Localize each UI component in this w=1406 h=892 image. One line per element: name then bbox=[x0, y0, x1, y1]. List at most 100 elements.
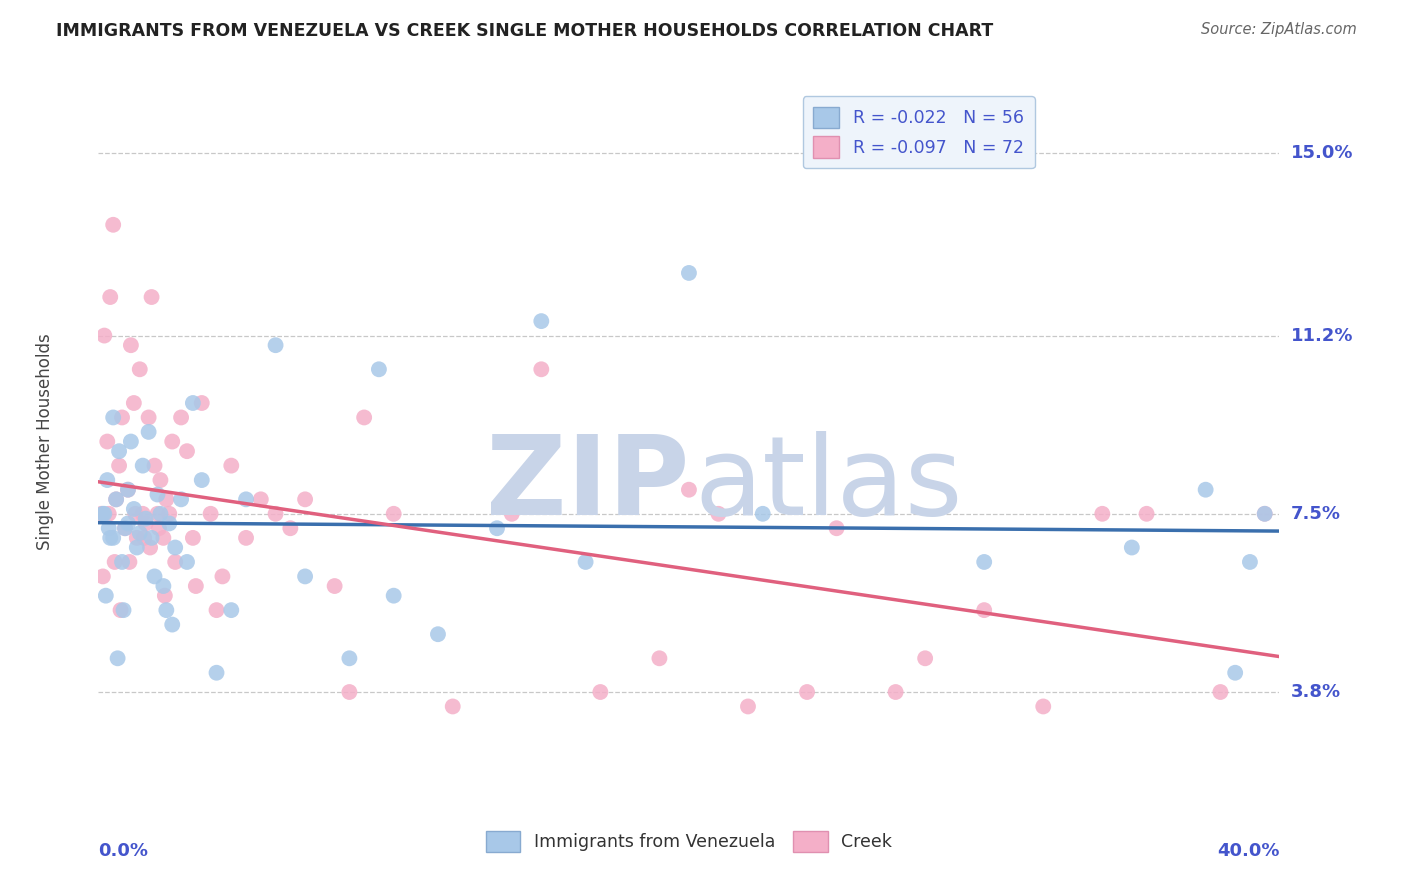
Point bbox=[135, 511, 157, 525]
Point bbox=[294, 569, 316, 583]
Point bbox=[128, 526, 150, 541]
Point bbox=[1239, 555, 1261, 569]
Point bbox=[114, 521, 136, 535]
Point bbox=[170, 410, 193, 425]
Point bbox=[124, 507, 146, 521]
Point bbox=[105, 492, 128, 507]
Point bbox=[973, 603, 995, 617]
Point bbox=[152, 531, 174, 545]
Text: 7.5%: 7.5% bbox=[1291, 505, 1340, 523]
Point bbox=[501, 507, 523, 521]
Point bbox=[141, 290, 163, 304]
Point bbox=[737, 699, 759, 714]
Text: 0.0%: 0.0% bbox=[98, 842, 149, 860]
Point bbox=[157, 507, 180, 521]
Point bbox=[132, 507, 155, 521]
Text: 40.0%: 40.0% bbox=[1218, 842, 1279, 860]
Point bbox=[97, 507, 120, 521]
Point bbox=[1121, 541, 1143, 555]
Point bbox=[162, 617, 183, 632]
Point bbox=[93, 328, 115, 343]
Point bbox=[153, 589, 176, 603]
Point bbox=[427, 627, 450, 641]
Point bbox=[146, 487, 169, 501]
Point bbox=[441, 699, 464, 714]
Point bbox=[211, 569, 233, 583]
Point bbox=[1225, 665, 1247, 680]
Point bbox=[796, 685, 818, 699]
Point bbox=[152, 579, 174, 593]
Text: 11.2%: 11.2% bbox=[1291, 326, 1353, 344]
Text: 15.0%: 15.0% bbox=[1291, 144, 1353, 161]
Point bbox=[90, 507, 112, 521]
Point bbox=[1032, 699, 1054, 714]
Point bbox=[235, 492, 257, 507]
Point bbox=[170, 492, 193, 507]
Point bbox=[128, 362, 150, 376]
Point bbox=[122, 502, 145, 516]
Point bbox=[112, 603, 135, 617]
Point bbox=[111, 410, 134, 425]
Point bbox=[141, 531, 163, 545]
Point bbox=[103, 218, 125, 232]
Point bbox=[264, 507, 287, 521]
Point bbox=[111, 555, 134, 569]
Point bbox=[155, 603, 177, 617]
Point bbox=[157, 516, 180, 531]
Point bbox=[91, 507, 114, 521]
Point bbox=[165, 555, 187, 569]
Legend: Immigrants from Venezuela, Creek: Immigrants from Venezuela, Creek bbox=[478, 824, 900, 859]
Point bbox=[117, 483, 139, 497]
Point bbox=[1254, 507, 1277, 521]
Point bbox=[155, 492, 177, 507]
Point bbox=[107, 651, 129, 665]
Point bbox=[575, 555, 598, 569]
Point bbox=[149, 473, 172, 487]
Point bbox=[200, 507, 222, 521]
Point bbox=[138, 410, 160, 425]
Point bbox=[122, 396, 145, 410]
Point bbox=[120, 338, 142, 352]
Point bbox=[235, 531, 257, 545]
Point bbox=[1195, 483, 1218, 497]
Point bbox=[104, 555, 127, 569]
Point bbox=[93, 507, 115, 521]
Point bbox=[118, 555, 141, 569]
Point bbox=[125, 531, 148, 545]
Point bbox=[96, 473, 118, 487]
Point bbox=[117, 516, 139, 531]
Point bbox=[221, 603, 243, 617]
Text: atlas: atlas bbox=[695, 432, 963, 539]
Point bbox=[114, 521, 136, 535]
Text: 3.8%: 3.8% bbox=[1291, 683, 1341, 701]
Point bbox=[973, 555, 995, 569]
Point bbox=[143, 458, 166, 473]
Point bbox=[707, 507, 730, 521]
Text: ZIP: ZIP bbox=[485, 432, 689, 539]
Point bbox=[105, 492, 128, 507]
Point bbox=[752, 507, 775, 521]
Point bbox=[382, 507, 405, 521]
Point bbox=[134, 531, 156, 545]
Point bbox=[176, 444, 198, 458]
Point bbox=[94, 589, 117, 603]
Point bbox=[98, 531, 121, 545]
Point bbox=[96, 434, 118, 449]
Point bbox=[264, 338, 287, 352]
Point bbox=[181, 531, 204, 545]
Point bbox=[884, 685, 907, 699]
Point bbox=[132, 458, 155, 473]
Point bbox=[323, 579, 346, 593]
Point bbox=[1136, 507, 1159, 521]
Point bbox=[530, 362, 553, 376]
Point bbox=[98, 290, 121, 304]
Point bbox=[148, 521, 170, 535]
Point bbox=[139, 541, 162, 555]
Point bbox=[149, 507, 172, 521]
Point bbox=[1209, 685, 1232, 699]
Point bbox=[176, 555, 198, 569]
Point bbox=[530, 314, 553, 328]
Point bbox=[110, 603, 132, 617]
Point bbox=[108, 458, 131, 473]
Point bbox=[353, 410, 375, 425]
